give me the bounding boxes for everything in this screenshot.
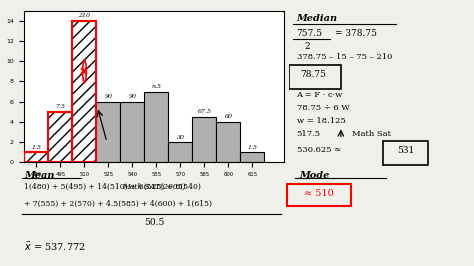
Text: ≈ 510: ≈ 510 [304,189,334,198]
Text: 530.625 ≈: 530.625 ≈ [297,146,341,154]
Text: 1(480) + 5(495) + 14(510) + 6(525) + 6(540): 1(480) + 5(495) + 14(510) + 6(525) + 6(5… [24,183,201,191]
Text: A = F · c·w: A = F · c·w [297,91,343,99]
Text: = 378.75: = 378.75 [336,29,377,38]
Text: Math Sat: Math Sat [352,130,391,138]
Text: Median: Median [297,14,337,23]
Bar [120,102,145,162]
Text: 531: 531 [397,146,414,155]
Bar [25,152,48,162]
Text: + 7(555) + 2(570) + 4.5(585) + 4(600) + 1(615): + 7(555) + 2(570) + 4.5(585) + 4(600) + … [24,200,212,208]
Text: 50.5: 50.5 [144,218,164,227]
Text: 2: 2 [305,42,310,51]
Text: 90: 90 [104,94,112,99]
Text: 78.75 ÷ 6 W: 78.75 ÷ 6 W [297,104,349,112]
Bar [73,21,97,162]
Text: 7.5: 7.5 [55,104,65,109]
Bar [48,112,73,162]
Text: 378.75 – 15 – 75 – 210: 378.75 – 15 – 75 – 210 [297,53,392,61]
Text: 30: 30 [176,135,184,139]
Text: 60: 60 [224,114,232,119]
Bar [168,142,192,162]
Text: 1.5: 1.5 [247,145,257,149]
Text: 517.5: 517.5 [297,130,320,138]
Bar [73,21,97,162]
Text: $\bar{x}$ = 537.772: $\bar{x}$ = 537.772 [24,242,86,253]
Text: 757.5: 757.5 [297,29,323,38]
Text: w = 18.125: w = 18.125 [297,117,345,125]
Bar [97,102,120,162]
Text: n.5: n.5 [152,84,162,89]
Text: 1.5: 1.5 [31,145,42,149]
Text: 210: 210 [79,13,91,18]
Text: 78.75: 78.75 [300,70,326,79]
Text: 90: 90 [128,94,137,99]
Text: Mode: Mode [299,171,329,180]
Bar [240,152,264,162]
Text: Mean: Mean [24,171,55,180]
Text: 67.5: 67.5 [198,109,211,114]
X-axis label: Math SAT(2005): Math SAT(2005) [122,182,186,190]
Bar [217,122,240,162]
Bar [48,112,73,162]
Bar [25,152,48,162]
Bar [145,92,168,162]
Bar [192,117,217,162]
